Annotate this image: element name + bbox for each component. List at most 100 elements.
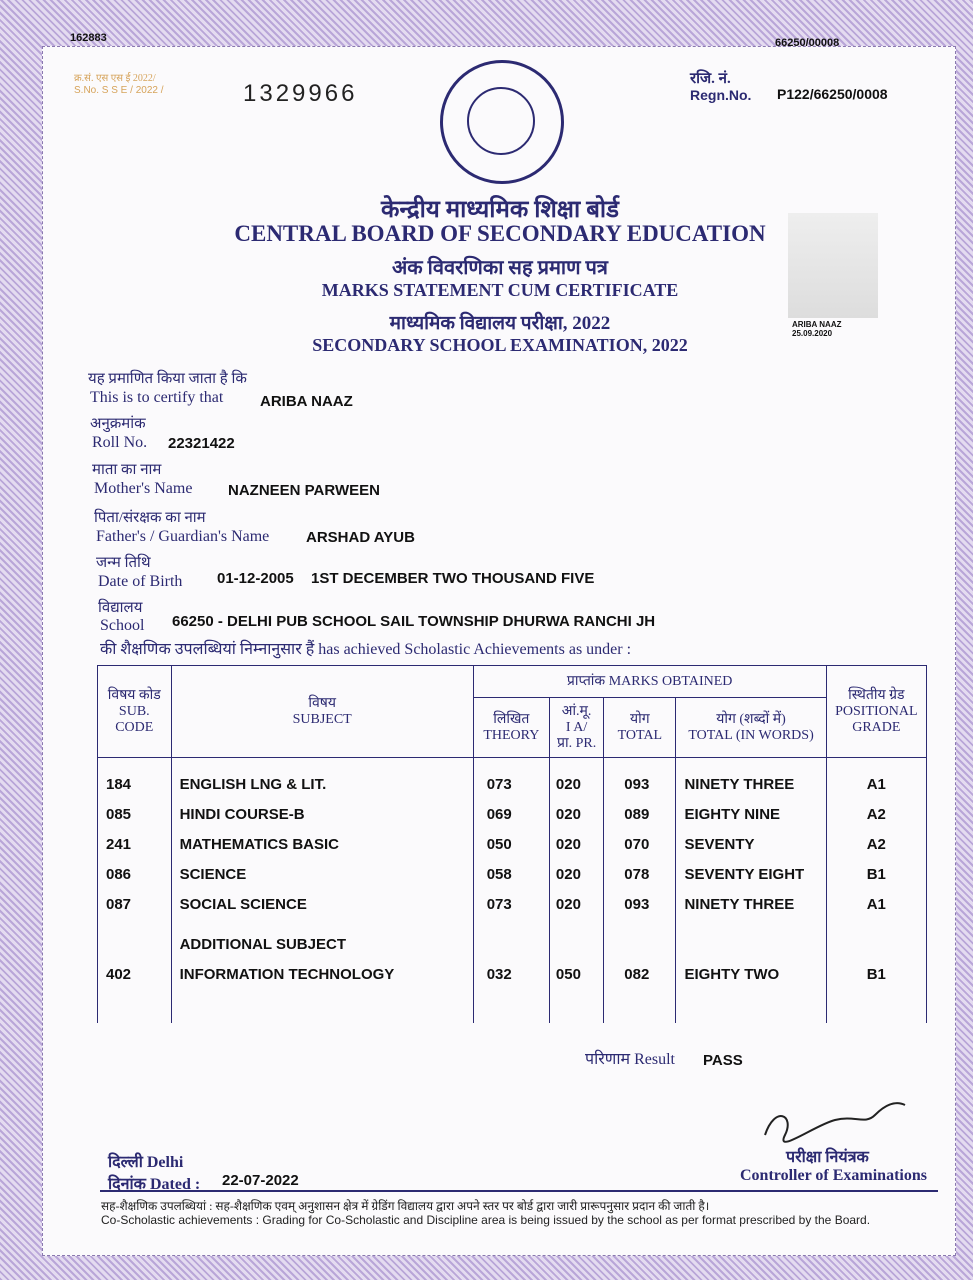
spacer	[487, 930, 541, 960]
certify-label: This is to certify that	[90, 389, 224, 406]
place: Delhi	[146, 1154, 184, 1171]
additional-cell-total: 082	[624, 966, 650, 983]
h-subject: SUBJECT	[292, 711, 352, 727]
student-name: ARIBA NAAZ	[260, 393, 353, 410]
h-words: TOTAL (IN WORDS)	[688, 727, 814, 743]
certificate-number: 1329966	[243, 80, 358, 107]
cell-grade: A1	[866, 896, 886, 913]
place-hindi: दिल्ली	[108, 1154, 143, 1171]
father-hindi: पिता/संरक्षक का नाम	[94, 510, 206, 526]
column-grade: A1 A2 A2 B1 A1 B1	[825, 757, 928, 1023]
mother-hindi: माता का नाम	[92, 462, 162, 478]
school-hindi: विद्यालय	[98, 600, 143, 616]
certify-hindi: यह प्रमाणित किया जाता है कि	[88, 371, 247, 387]
cell-words: SEVENTY EIGHT	[684, 866, 805, 883]
column-code: 184 085 241 086 087 402	[97, 757, 172, 1023]
additional-cell-grade: B1	[866, 966, 886, 983]
cell-code: 085	[106, 806, 132, 823]
h-marks-hindi: प्राप्तांक	[566, 673, 606, 689]
h-ia: I A/	[565, 719, 588, 735]
cell-theory: 069	[486, 806, 512, 823]
h-marks: MARKS OBTAINED	[608, 673, 733, 689]
cell-code: 184	[106, 776, 132, 793]
cell-total: 089	[624, 806, 650, 823]
controller-label: Controller of Examinations	[740, 1167, 927, 1184]
additional-cell-subject: INFORMATION TECHNOLOGY	[179, 966, 395, 983]
h-theory-hindi: लिखित	[493, 711, 530, 727]
father-name: ARSHAD AYUB	[306, 529, 415, 546]
doc-title-hindi: अंक विवरणिका सह प्रमाण पत्र	[392, 257, 608, 279]
photo-date: 25.09.2020	[792, 329, 833, 338]
controller-signature	[764, 1102, 906, 1143]
cell-words: SEVENTY	[684, 836, 755, 853]
cell-theory: 058	[486, 866, 512, 883]
cell-code: 087	[106, 896, 132, 913]
h-ia-hindi: आं.मू.	[561, 703, 592, 719]
sno-label: S.No. S S E / 2022 /	[74, 85, 164, 96]
column-words: NINETY THREE EIGHTY NINE SEVENTY SEVENTY EI…	[675, 757, 827, 1023]
cell-total: 093	[624, 776, 650, 793]
marks-table: विषय कोड SUB. CODE विषय SUBJECT प्राप्तांक…	[97, 665, 928, 1023]
regn-number: P122/66250/0008	[777, 86, 888, 102]
result-value: PASS	[703, 1052, 743, 1069]
column-subject: ENGLISH LNG & LIT. HINDI COURSE-B MATHEMAT…	[170, 757, 474, 1023]
additional-cell-code: 402	[106, 966, 132, 983]
board-title: CENTRAL BOARD OF SECONDARY EDUCATION	[234, 221, 766, 246]
column-total: 093 089 070 078 093 082	[603, 757, 677, 1023]
cell-subject: MATHEMATICS BASIC	[179, 836, 340, 853]
h-grade-hindi: स्थितीय ग्रेड	[848, 687, 905, 703]
cell-ia: 020	[555, 866, 581, 883]
photo-name: ARIBA NAAZ	[792, 320, 842, 329]
father-label: Father's / Guardian's Name	[96, 528, 270, 545]
serial-top-right: 66250/00008	[775, 37, 840, 49]
cell-subject: SOCIAL SCIENCE	[179, 896, 307, 913]
dated-value: 22-07-2022	[222, 1172, 299, 1189]
h-grade: POSITIONAL GRADE	[835, 703, 918, 735]
additional-cell-theory: 032	[486, 966, 512, 983]
cell-words: EIGHTY NINE	[684, 806, 781, 823]
h-pr: प्रा. PR.	[556, 735, 597, 751]
h-theory: THEORY	[483, 727, 540, 743]
cell-words: NINETY THREE	[684, 896, 795, 913]
additional-subject-label: ADDITIONAL SUBJECT	[179, 936, 346, 953]
column-theory: 073 069 050 058 073 032	[472, 757, 550, 1023]
footer-note: Co-Scholastic achievements : Grading for…	[101, 1213, 871, 1227]
serial-top-left: 162883	[70, 32, 107, 44]
dob: 01-12-2005	[217, 570, 294, 587]
controller-hindi: परीक्षा नियंत्रक	[786, 1149, 869, 1166]
spacer	[106, 930, 163, 960]
dob-words: 1ST DECEMBER TWO THOUSAND FIVE	[311, 570, 595, 587]
dated-label: Dated :	[149, 1176, 201, 1193]
cell-code: 241	[106, 836, 132, 853]
mother-label: Mother's Name	[94, 480, 193, 497]
cbse-logo	[440, 60, 564, 184]
exam-title: SECONDARY SCHOOL EXAMINATION, 2022	[312, 335, 688, 355]
cell-total: 078	[624, 866, 650, 883]
h-total-hindi: योग	[630, 711, 650, 727]
cell-ia: 020	[555, 836, 581, 853]
dob-label: Date of Birth	[98, 573, 183, 590]
h-subject-hindi: विषय	[308, 695, 336, 711]
additional-cell-words: EIGHTY TWO	[684, 966, 780, 983]
h-code-hindi: विषय कोड	[107, 687, 161, 703]
roll-number: 22321422	[168, 435, 235, 452]
cell-grade: B1	[866, 866, 886, 883]
cell-total: 070	[624, 836, 650, 853]
doc-title: MARKS STATEMENT CUM CERTIFICATE	[321, 280, 679, 300]
cell-grade: A2	[866, 836, 886, 853]
cell-theory: 073	[486, 776, 512, 793]
cell-ia: 020	[555, 896, 581, 913]
achieved-hindi: की शैक्षणिक उपलब्धियां निम्नानुसार हैं	[100, 641, 315, 658]
dated-hindi: दिनांक	[108, 1176, 146, 1193]
exam-title-hindi: माध्यमिक विद्यालय परीक्षा, 2022	[389, 313, 611, 334]
footer-divider	[100, 1190, 938, 1192]
cell-grade: A2	[866, 806, 886, 823]
result-hindi: परिणाम	[585, 1051, 631, 1068]
spacer	[624, 930, 667, 960]
additional-cell-ia: 050	[555, 966, 581, 983]
achieved-text: has achieved Scholastic Achievements as …	[318, 641, 632, 658]
result-label: Result	[634, 1051, 675, 1068]
spacer	[835, 930, 918, 960]
mother-name: NAZNEEN PARWEEN	[228, 482, 380, 499]
cell-theory: 050	[486, 836, 512, 853]
